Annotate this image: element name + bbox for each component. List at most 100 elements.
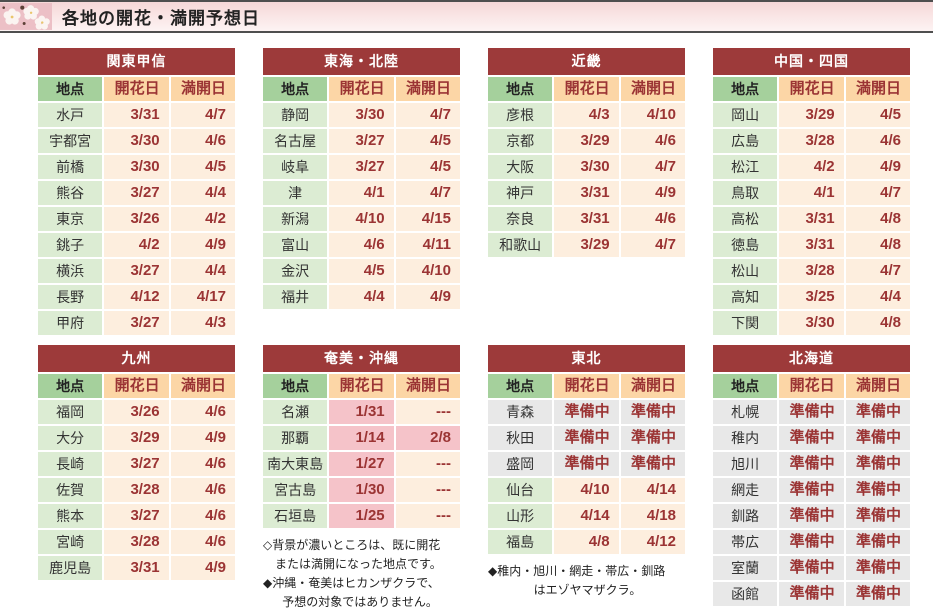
location-cell: 横浜 [38, 259, 103, 283]
flowering-date-cell: 4/2 [779, 155, 844, 179]
location-cell: 熊谷 [38, 181, 103, 205]
column-header-fullbloom: 満開日 [395, 374, 460, 398]
column-header-fullbloom: 満開日 [845, 77, 910, 101]
flowering-date-cell: 3/29 [104, 426, 169, 450]
fullbloom-date-cell: 準備中 [620, 400, 685, 424]
location-cell: 徳島 [713, 233, 778, 257]
fullbloom-date-cell: 4/4 [170, 181, 235, 205]
location-cell: 福島 [488, 530, 553, 554]
flowering-date-cell: 準備中 [554, 426, 619, 450]
fullbloom-date-cell: --- [395, 504, 460, 528]
flowering-date-cell: 3/31 [554, 207, 619, 231]
location-cell: 甲府 [38, 311, 103, 335]
flowering-date-cell: 3/31 [779, 233, 844, 257]
region-title: 北海道 [713, 345, 910, 372]
location-cell: 名瀬 [263, 400, 328, 424]
column-header-flowering: 開花日 [554, 77, 619, 101]
fullbloom-date-cell: 4/9 [620, 181, 685, 205]
fullbloom-date-cell: 4/10 [395, 259, 460, 283]
location-cell: 静岡 [263, 103, 328, 127]
fullbloom-date-cell: 4/6 [170, 129, 235, 153]
column-header-flowering: 開花日 [779, 374, 844, 398]
flowering-date-cell: 3/30 [554, 155, 619, 179]
column-header-fullbloom: 満開日 [845, 374, 910, 398]
fullbloom-date-cell: 4/5 [395, 155, 460, 179]
column-header-flowering: 開花日 [554, 374, 619, 398]
table-notes: ◆稚内・旭川・網走・帯広・釧路 はエゾヤマザクラ。 [488, 562, 685, 600]
note-line: はエゾヤマザクラ。 [533, 583, 642, 597]
fullbloom-date-cell: 4/7 [620, 155, 685, 179]
location-cell: 金沢 [263, 259, 328, 283]
flowering-date-cell: 3/29 [779, 103, 844, 127]
forecast-grid: 地点 開花日 満開日 福岡 3/26 4/6 大分 3/29 4/9 長崎 3/27 4/6 佐賀 3/2… [38, 374, 235, 580]
column-header-location: 地点 [713, 374, 778, 398]
fullbloom-date-cell: 準備中 [845, 582, 910, 606]
flowering-date-cell: 1/25 [329, 504, 394, 528]
fullbloom-date-cell: 準備中 [845, 530, 910, 554]
region-table: 奄美・沖縄 地点 開花日 満開日 名瀬 1/31 --- 那覇 1/14 2/8 南大東島 1/27… [263, 345, 460, 612]
forecast-grid: 地点 開花日 満開日 水戸 3/31 4/7 宇都宮 3/30 4/6 前橋 3/30 4/5 熊谷 3/… [38, 77, 235, 335]
fullbloom-date-cell: 4/6 [170, 478, 235, 502]
location-cell: 仙台 [488, 478, 553, 502]
flowering-date-cell: 3/28 [104, 478, 169, 502]
location-cell: 松江 [713, 155, 778, 179]
flowering-date-cell: 3/30 [104, 129, 169, 153]
location-cell: 岡山 [713, 103, 778, 127]
location-cell: 熊本 [38, 504, 103, 528]
region-table: 東海・北陸 地点 開花日 満開日 静岡 3/30 4/7 名古屋 3/27 4/5 岐阜 3/27 4… [263, 48, 460, 309]
column-header-flowering: 開花日 [104, 374, 169, 398]
flowering-date-cell: 3/27 [104, 452, 169, 476]
page-header: 各地の開花・満開予想日 [0, 0, 933, 33]
column-header-fullbloom: 満開日 [620, 77, 685, 101]
region-title: 関東甲信 [38, 48, 235, 75]
flowering-date-cell: 3/31 [104, 103, 169, 127]
location-cell: 帯広 [713, 530, 778, 554]
location-cell: 水戸 [38, 103, 103, 127]
location-cell: 石垣島 [263, 504, 328, 528]
flowering-date-cell: 3/30 [104, 155, 169, 179]
column-header-location: 地点 [38, 374, 103, 398]
flowering-date-cell: 準備中 [779, 504, 844, 528]
fullbloom-date-cell: --- [395, 478, 460, 502]
location-cell: 鹿児島 [38, 556, 103, 580]
location-cell: 銚子 [38, 233, 103, 257]
location-cell: 福井 [263, 285, 328, 309]
fullbloom-date-cell: 4/7 [620, 233, 685, 257]
location-cell: 函館 [713, 582, 778, 606]
flowering-date-cell: 4/2 [104, 233, 169, 257]
column-header-location: 地点 [488, 77, 553, 101]
column-header-location: 地点 [713, 77, 778, 101]
column-header-flowering: 開花日 [329, 77, 394, 101]
location-cell: 青森 [488, 400, 553, 424]
flowering-date-cell: 1/30 [329, 478, 394, 502]
region-title: 東海・北陸 [263, 48, 460, 75]
location-cell: 彦根 [488, 103, 553, 127]
location-cell: 東京 [38, 207, 103, 231]
flowering-date-cell: 準備中 [779, 530, 844, 554]
flowering-date-cell: 準備中 [779, 426, 844, 450]
forecast-grid: 地点 開花日 満開日 彦根 4/3 4/10 京都 3/29 4/6 大阪 3/30 4/7 神戸 3/3… [488, 77, 685, 257]
fullbloom-date-cell: 4/9 [170, 556, 235, 580]
fullbloom-date-cell: 4/7 [170, 103, 235, 127]
flowering-date-cell: 4/1 [329, 181, 394, 205]
fullbloom-date-cell: 4/9 [845, 155, 910, 179]
fullbloom-date-cell: 4/9 [395, 285, 460, 309]
fullbloom-date-cell: 準備中 [845, 426, 910, 450]
flowering-date-cell: 3/27 [104, 181, 169, 205]
fullbloom-date-cell: 4/18 [620, 504, 685, 528]
forecast-grid: 地点 開花日 満開日 青森 準備中 準備中 秋田 準備中 準備中 盛岡 準備中 準備中 仙台 4/10 4/… [488, 374, 685, 554]
fullbloom-date-cell: 準備中 [845, 504, 910, 528]
location-cell: 奈良 [488, 207, 553, 231]
location-cell: 富山 [263, 233, 328, 257]
location-cell: 長崎 [38, 452, 103, 476]
flowering-date-cell: 準備中 [554, 452, 619, 476]
flowering-date-cell: 準備中 [779, 556, 844, 580]
flowering-date-cell: 3/27 [329, 155, 394, 179]
fullbloom-date-cell: 4/12 [620, 530, 685, 554]
fullbloom-date-cell: 4/3 [170, 311, 235, 335]
flowering-date-cell: 4/4 [329, 285, 394, 309]
region-title: 東北 [488, 345, 685, 372]
location-cell: 高知 [713, 285, 778, 309]
location-cell: 佐賀 [38, 478, 103, 502]
location-cell: 那覇 [263, 426, 328, 450]
